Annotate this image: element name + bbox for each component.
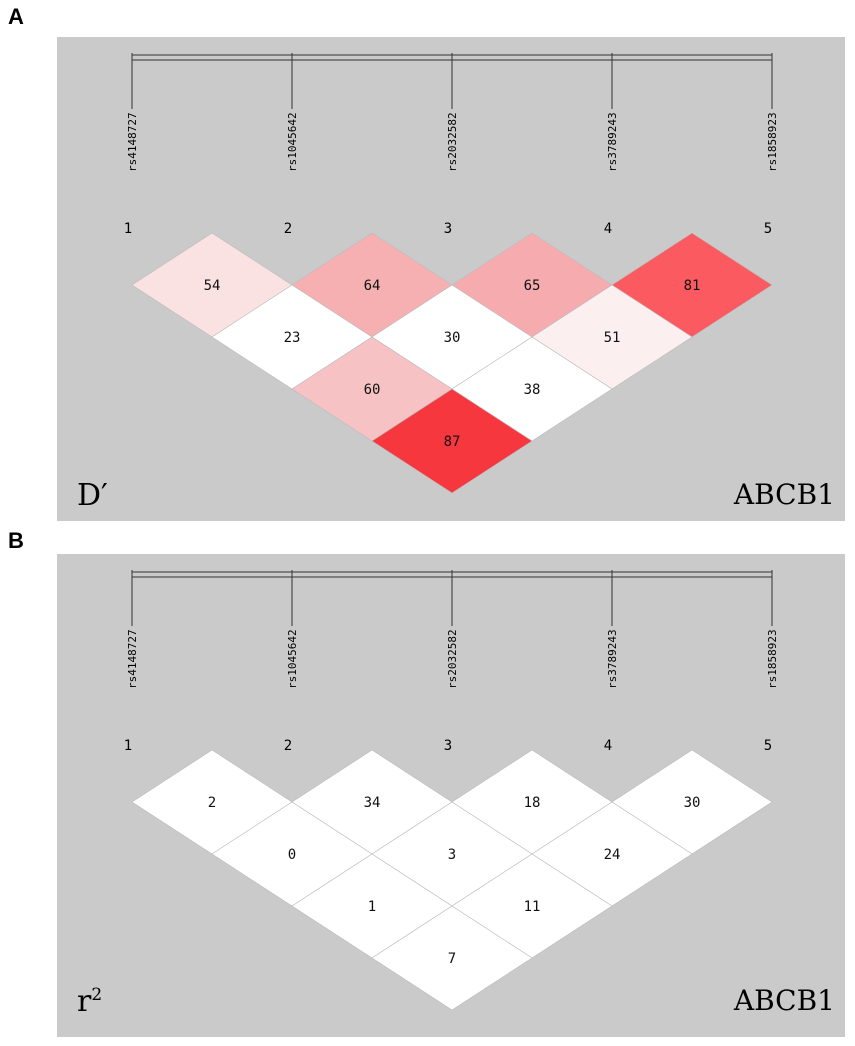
r2-snp-number: 2 xyxy=(284,738,292,754)
dprime-snp-number: 2 xyxy=(284,221,292,237)
dprime-snp-name: rs1045642 xyxy=(286,112,299,172)
ld-heatmap-dprime: rs4148727 1 rs1045642 2 rs2032582 3 rs3789243 4… xyxy=(124,53,779,494)
r2-snp-name: rs4148727 xyxy=(126,629,139,689)
r2-snp-name: rs1045642 xyxy=(286,629,299,689)
r2-ld-value: 34 xyxy=(364,795,381,811)
dprime-snp-number: 5 xyxy=(764,221,772,237)
dprime-ld-value: 87 xyxy=(444,434,461,450)
r2-snp-number: 4 xyxy=(604,738,612,754)
dprime-snp-number: 1 xyxy=(124,221,132,237)
dprime-ld-value: 54 xyxy=(204,278,221,294)
dprime-snp-name: rs3789243 xyxy=(606,112,619,172)
r2-ld-value: 11 xyxy=(524,899,541,915)
dprime-ld-value: 64 xyxy=(364,278,381,294)
gene-label-b: ABCB1 xyxy=(733,984,835,1017)
r2-snp-name: rs1858923 xyxy=(766,629,779,689)
r2-ld-value: 0 xyxy=(288,847,296,863)
dprime-ld-value: 51 xyxy=(604,330,621,346)
dprime-ld-value: 38 xyxy=(524,382,541,398)
r2-ld-value: 3 xyxy=(448,847,456,863)
r2-ld-value: 24 xyxy=(604,847,621,863)
dprime-ld-value: 30 xyxy=(444,330,461,346)
r2-snp-name: rs3789243 xyxy=(606,629,619,689)
r2-ld-value: 30 xyxy=(684,795,701,811)
dprime-snp-name: rs1858923 xyxy=(766,112,779,172)
r2-ld-cell xyxy=(371,905,533,1011)
panel-a-letter: A xyxy=(8,4,24,29)
r2-label-base: r xyxy=(77,984,92,1019)
dprime-snp-name: rs4148727 xyxy=(126,112,139,172)
gene-label-a: ABCB1 xyxy=(733,478,835,511)
ld-heatmap-r2: rs4148727 1 rs1045642 2 rs2032582 3 rs3789243 4… xyxy=(124,570,779,1011)
dprime-ld-value: 23 xyxy=(284,330,301,346)
ld-plot-dprime: rs4148727 1 rs1045642 2 rs2032582 3 rs3789243 4… xyxy=(57,37,845,521)
dprime-snp-name: rs2032582 xyxy=(446,112,459,172)
r2-ld-value: 2 xyxy=(208,795,216,811)
ld-plot-r2: rs4148727 1 rs1045642 2 rs2032582 3 rs3789243 4… xyxy=(57,554,845,1037)
r2-ld-value: 7 xyxy=(448,951,456,967)
r2-snp-name: rs2032582 xyxy=(446,629,459,689)
dprime-ld-value: 81 xyxy=(684,278,701,294)
r2-snp-number: 1 xyxy=(124,738,132,754)
dprime-ld-cell xyxy=(371,388,533,494)
dprime-snp-number: 3 xyxy=(444,221,452,237)
dprime-label: D′ xyxy=(77,478,108,513)
panel-b-letter: B xyxy=(8,528,24,553)
dprime-snp-number: 4 xyxy=(604,221,612,237)
r2-ld-value: 1 xyxy=(368,899,376,915)
r2-label: r2 xyxy=(77,987,102,1017)
r2-ld-value: 18 xyxy=(524,795,541,811)
r2-snp-number: 3 xyxy=(444,738,452,754)
r2-snp-number: 5 xyxy=(764,738,772,754)
dprime-ld-value: 60 xyxy=(364,382,381,398)
dprime-ld-value: 65 xyxy=(524,278,541,294)
r2-label-sup: 2 xyxy=(91,985,103,1005)
